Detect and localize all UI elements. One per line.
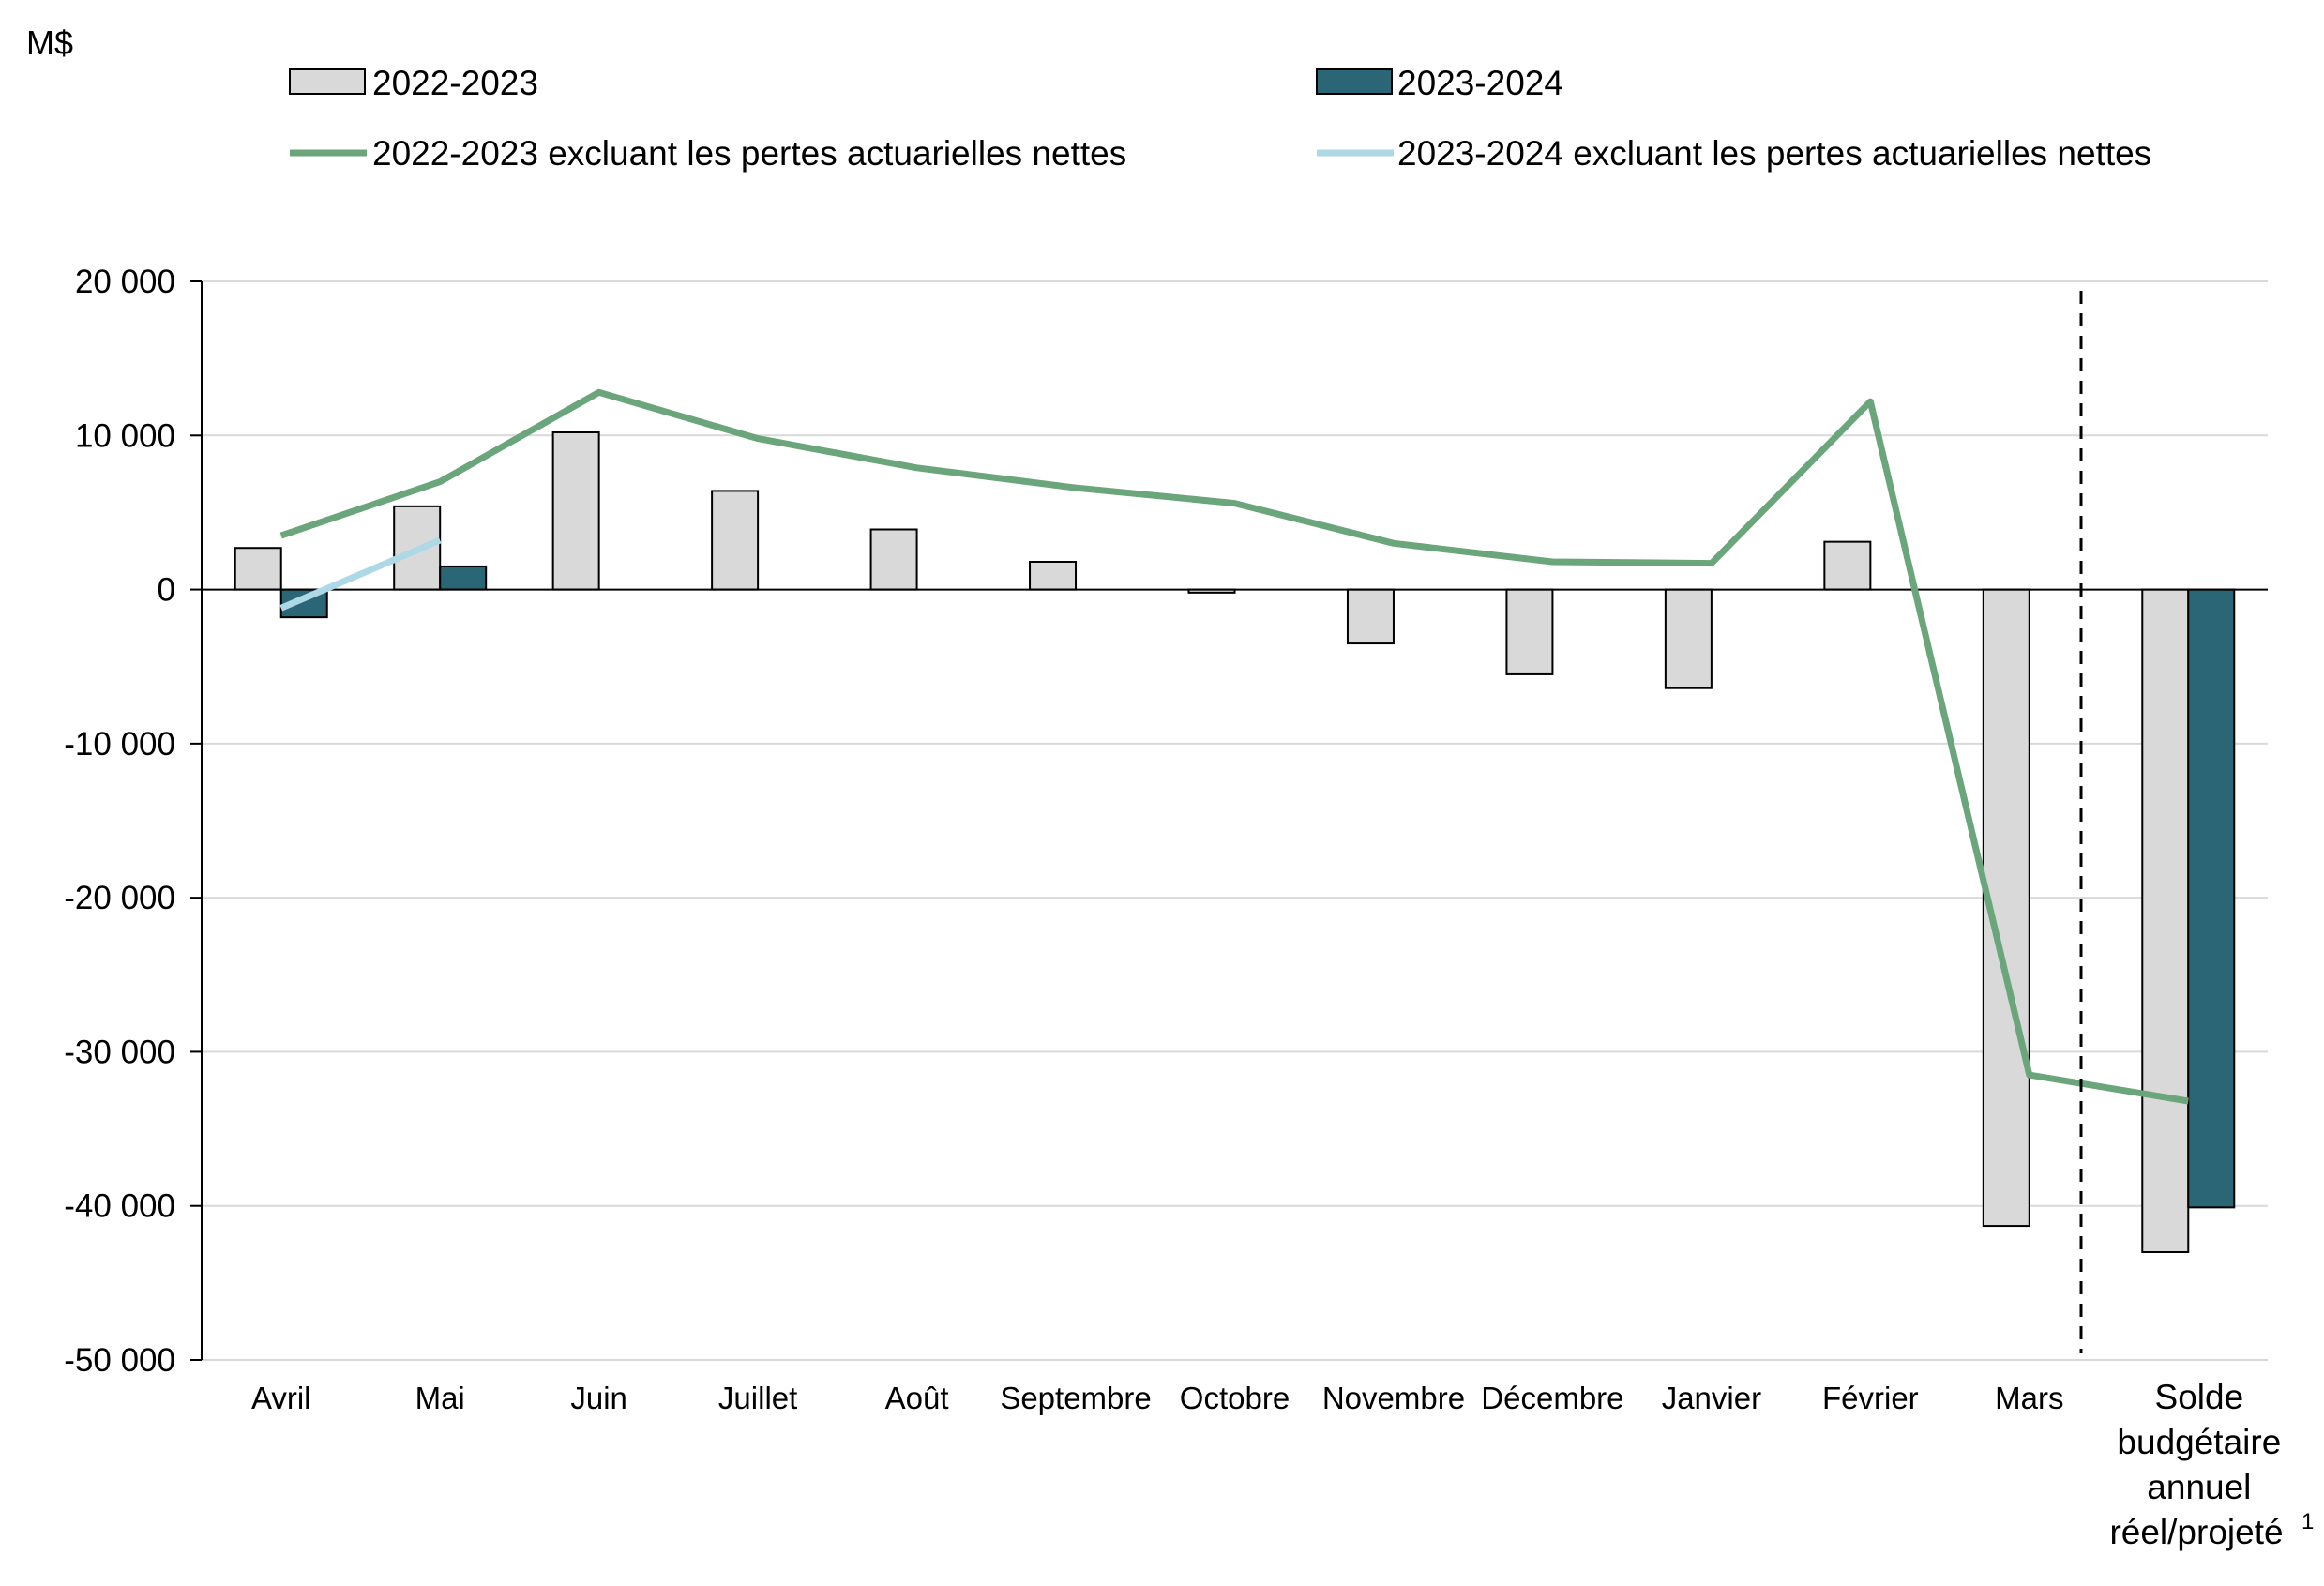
x-tick-label: Septembre (1000, 1381, 1151, 1415)
bar-2023-2024-annuel (2187, 588, 2236, 1209)
x-tick-label: Février (1822, 1381, 1919, 1415)
series-lines (279, 388, 2189, 1105)
y-tick-label: 0 (158, 572, 175, 609)
legend-label-2023-2024: 2023-2024 (1397, 64, 1563, 102)
y-tick-label: -20 000 (64, 880, 175, 916)
y-axis-ticks: 20 000 10 000 0 -10 000 -20 000 -30 000 -40 00… (64, 264, 203, 1379)
annual-label-line-3: annuel (2147, 1468, 2251, 1506)
bar-2022-2023-Novembre (1346, 588, 1395, 645)
x-tick-label: Août (885, 1381, 949, 1415)
x-tick-label: Janvier (1662, 1381, 1761, 1415)
x-tick-label: Juillet (718, 1381, 797, 1415)
x-axis-ticks: Avril Mai Juin Juillet Août Septembre Octobre N… (251, 1381, 2064, 1415)
annual-label-line-4: réel/projeté (2109, 1513, 2283, 1551)
line-2023-2024 excluant les pertes actuarielles nettes (279, 536, 442, 612)
y-tick-label: 10 000 (75, 417, 175, 454)
gridlines (202, 280, 2268, 1361)
legend-label-2023-2024-excl: 2023-2024 excluant les pertes actuariell… (1397, 134, 2151, 173)
annual-label-footnote: 1 (2301, 1509, 2314, 1534)
bar-2022-2023-Juin (551, 431, 600, 591)
bar-2023-2024-Mai (439, 565, 488, 591)
bar-2022-2023-Avril (234, 547, 282, 591)
y-tick-label: -30 000 (64, 1034, 175, 1070)
legend-swatch-2022-2023 (289, 68, 366, 95)
x-tick-label: Mars (1995, 1381, 2063, 1415)
line-2022-2023 excluant les pertes actuarielles nettes (279, 388, 2189, 1105)
annual-label-line-2: budgétaire (2117, 1423, 2281, 1461)
annual-category-label: Solde budgétaire annuel réel/projeté (2109, 1378, 2290, 1551)
bar-2022-2023-Décembre (1505, 588, 1554, 675)
bar-2022-2023-Septembre (1029, 561, 1078, 591)
y-tick-label: -10 000 (64, 726, 175, 763)
y-tick-label: 20 000 (75, 264, 175, 300)
legend-label-2022-2023-excl: 2022-2023 excluant les pertes actuariell… (372, 134, 1126, 173)
bar-2022-2023-Janvier (1664, 588, 1713, 689)
y-tick-label: -40 000 (64, 1188, 175, 1225)
annual-label-line-1: Solde (2155, 1378, 2244, 1416)
bar-2022-2023-Février (1823, 540, 1872, 591)
x-tick-label: Décembre (1481, 1381, 1623, 1415)
bar-2022-2023-Août (869, 528, 918, 591)
unit-label: M$ (26, 23, 73, 62)
y-tick-label: -50 000 (64, 1342, 175, 1379)
bars (234, 431, 2236, 1253)
x-tick-label: Avril (251, 1381, 311, 1415)
legend: 2022-2023 2023-2024 2022-2023 excluant l… (289, 64, 2151, 173)
bar-2022-2023-Juillet (711, 490, 760, 591)
bar-2022-2023-annuel (2141, 588, 2190, 1253)
x-tick-label: Juin (570, 1381, 627, 1415)
x-tick-label: Mai (415, 1381, 465, 1415)
x-tick-label: Octobre (1180, 1381, 1290, 1415)
legend-swatch-2023-2024 (1316, 68, 1393, 95)
x-tick-label: Novembre (1322, 1381, 1465, 1415)
legend-label-2022-2023: 2022-2023 (372, 64, 538, 102)
